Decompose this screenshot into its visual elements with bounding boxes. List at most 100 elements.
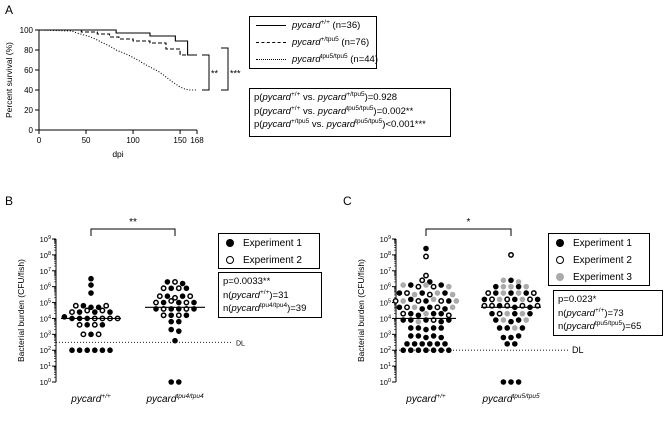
data-point <box>442 306 448 312</box>
data-point <box>191 299 197 306</box>
data-point <box>168 318 174 325</box>
data-point <box>400 347 407 354</box>
legend-item-heterozygous: pycard+/tpu5 (n=76) <box>250 35 376 51</box>
detection-limit-label: DL <box>572 345 584 355</box>
data-point <box>500 290 507 296</box>
data-point <box>172 337 178 344</box>
data-point <box>80 302 87 309</box>
stat-line: p(pycard+/tpu5 vs. pycardtpu5/tpu5)<0.00… <box>254 118 426 130</box>
data-point <box>175 285 182 292</box>
legend-item-experiment-2: Experiment 2 <box>549 252 649 269</box>
data-point <box>500 317 507 323</box>
data-point <box>107 309 113 315</box>
data-point <box>442 341 448 347</box>
survival-curve-dotted <box>38 29 197 91</box>
data-point <box>419 341 426 347</box>
data-point <box>489 296 495 303</box>
significance-label: ** <box>129 217 137 228</box>
data-point <box>423 245 429 252</box>
data-point <box>438 310 445 317</box>
y-tick-label: 40 <box>24 86 33 95</box>
y-tick-label: 107 <box>380 267 391 276</box>
y-tick-label: 100 <box>20 26 34 35</box>
data-point <box>523 317 529 323</box>
y-tick-label: 0 <box>29 126 34 135</box>
data-point <box>99 307 106 314</box>
stat-line: p(pycard+/+ vs. pycardtpu5/tpu5)=0.002** <box>254 104 414 117</box>
y-tick-label: 104 <box>380 314 391 323</box>
data-point <box>512 296 518 303</box>
panel-letter: B <box>5 194 13 208</box>
data-point <box>400 298 407 304</box>
data-point <box>508 290 514 296</box>
data-point <box>534 296 541 303</box>
data-point <box>179 293 186 300</box>
legend-marker-open <box>226 256 234 264</box>
legend-label: Experiment 1 <box>573 238 632 249</box>
y-axis-label: Bacterial burden (CFU/fish) <box>356 259 366 362</box>
data-point <box>423 310 429 317</box>
legend-marker-filled <box>556 239 564 247</box>
y-tick-label: 101 <box>380 362 391 371</box>
data-point <box>404 304 410 311</box>
stat-line: p(pycard+/+ vs. pycard+/tpu5)=0.928 <box>254 91 398 103</box>
data-point <box>392 298 399 304</box>
data-point <box>176 318 182 325</box>
significance-bracket <box>90 228 176 236</box>
data-point <box>508 251 514 258</box>
data-point <box>183 312 190 319</box>
data-point <box>500 334 507 341</box>
data-point <box>415 333 422 339</box>
data-point <box>176 299 182 306</box>
survival-curve-solid <box>39 29 197 56</box>
data-point <box>411 291 418 298</box>
x-tick-label: 0 <box>37 136 42 145</box>
y-tick-label: 100 <box>40 378 51 387</box>
data-point <box>446 283 452 290</box>
legend-label: Experiment 2 <box>573 255 632 266</box>
data-point <box>485 290 492 296</box>
data-point <box>160 285 167 292</box>
x-tick-label: 100 <box>126 136 140 145</box>
stat-line: p=0.0033** <box>223 276 271 287</box>
stat-line: n(pycardtpu5/tpu5)=65 <box>558 320 642 332</box>
legend-swatch-dotted <box>256 59 286 60</box>
panel-b-stats: p=0.0033** n(pycard+/+)=31 n(pycardtpu4/… <box>218 272 322 318</box>
data-point <box>519 296 526 303</box>
data-point <box>493 283 499 290</box>
data-point <box>515 283 522 290</box>
data-point <box>423 253 429 260</box>
significance-label: ** <box>211 69 219 79</box>
data-point <box>183 299 190 306</box>
data-point <box>168 326 174 333</box>
data-point <box>95 331 102 338</box>
stat-line: n(pycardtpu4/tpu4)=39 <box>223 302 307 314</box>
data-point <box>164 279 171 285</box>
data-point <box>519 310 526 317</box>
data-point <box>434 304 441 311</box>
data-point <box>496 296 503 303</box>
y-tick-label: 106 <box>40 283 51 292</box>
data-point <box>512 310 518 317</box>
legend-label: Experiment 3 <box>573 272 632 283</box>
significance-bracket-outer <box>221 47 229 91</box>
data-point <box>172 278 178 285</box>
data-point <box>427 279 433 285</box>
data-point <box>496 325 503 331</box>
data-point <box>508 277 514 284</box>
y-tick-label: 100 <box>380 378 391 387</box>
data-point <box>84 307 91 314</box>
data-point <box>504 341 511 347</box>
y-tick-label: 102 <box>40 346 51 355</box>
legend-marker-gray <box>556 273 564 281</box>
panel-b-legend: Experiment 1 Experiment 2 <box>218 233 320 269</box>
y-tick-label: 20 <box>24 106 33 115</box>
panel-a-stats: p(pycard+/+ vs. pycard+/tpu5)=0.928 p(py… <box>249 88 451 137</box>
data-point <box>446 298 452 304</box>
data-point <box>430 296 437 303</box>
data-point <box>156 293 163 300</box>
y-tick-label: 103 <box>40 330 51 339</box>
y-axis-label: Bacterial burden (CFU/fish) <box>16 259 26 362</box>
data-point <box>445 312 452 319</box>
detection-limit-label: DL <box>236 340 245 347</box>
